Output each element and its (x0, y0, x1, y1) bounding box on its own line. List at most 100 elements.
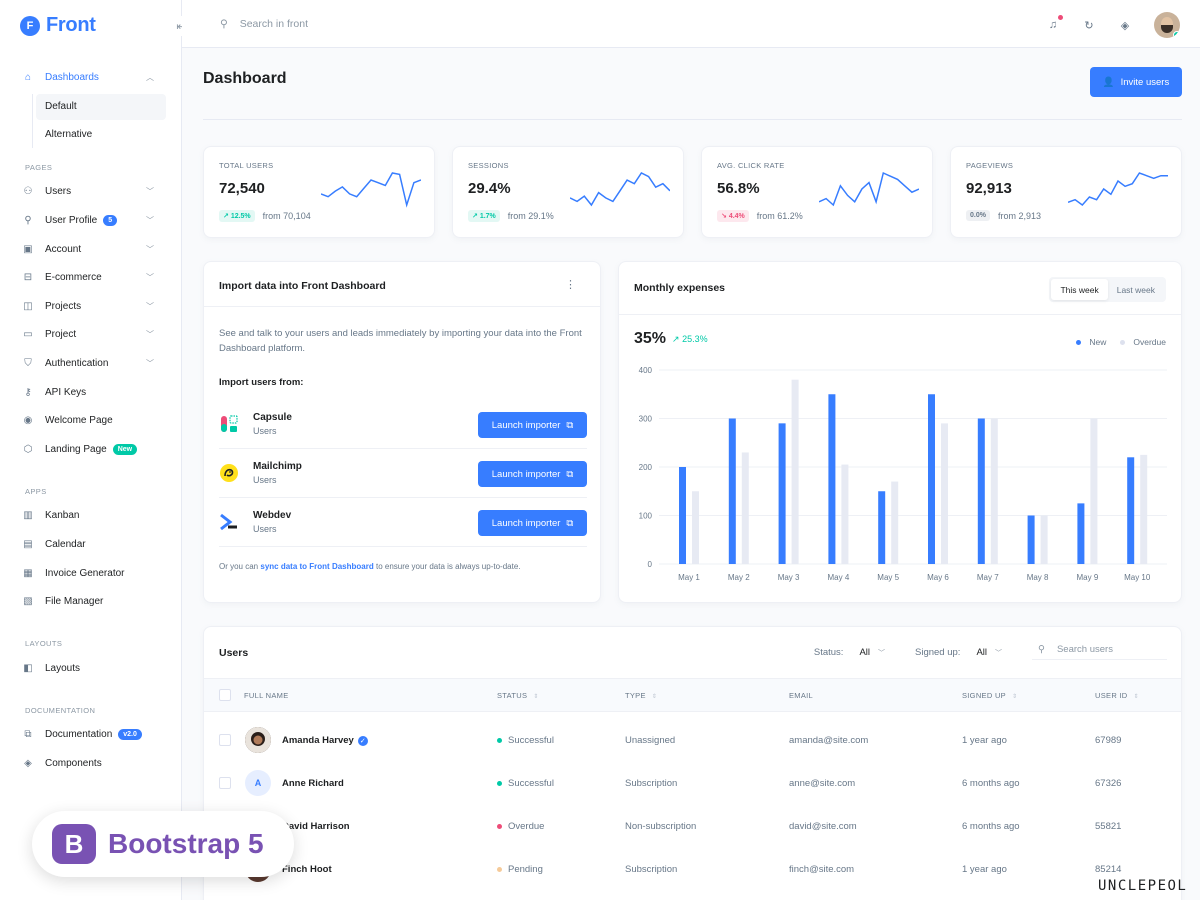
bar-new (977, 418, 985, 564)
tab-this-week[interactable]: This week (1051, 279, 1108, 300)
signed-cell: 6 months ago (962, 778, 1020, 789)
sync-data-link[interactable]: sync data to Front Dashboard (260, 562, 374, 571)
sidebar-item-user-profile[interactable]: ⚲ User Profile 5 ﹀ (0, 206, 182, 235)
column-header[interactable]: USER ID ⇕ (1095, 691, 1139, 700)
signed-cell: 1 year ago (962, 864, 1007, 875)
sidebar-item-welcome-page[interactable]: ◉ Welcome Page (0, 406, 182, 435)
sidebar-item-label: E-commerce (45, 272, 102, 284)
tab-last-week[interactable]: Last week (1116, 284, 1155, 295)
sidebar-item-documentation[interactable]: ⧉ Documentation v2.0 (0, 721, 182, 750)
sort-icon: ⇕ (651, 694, 658, 700)
sidebar-item-account[interactable]: ▣ Account ﹀ (0, 235, 182, 264)
shield-icon: ⛉ (24, 357, 32, 369)
front-logo-icon: F (20, 15, 40, 36)
sidebar-subitem-alternative[interactable]: Alternative (45, 129, 93, 141)
column-header[interactable]: FULL NAME (244, 691, 289, 700)
bar-new (679, 467, 686, 564)
sidebar-item-projects[interactable]: ◫ Projects ﹀ (0, 292, 182, 321)
importer-name: Mailchimp (253, 461, 302, 472)
sidebar-item-authentication[interactable]: ⛉ Authentication ﹀ (0, 349, 182, 378)
sidebar-item-label: Users (45, 186, 72, 198)
signed-filter-select[interactable]: All ﹀ (976, 646, 1002, 658)
brand-logo[interactable]: F Front (20, 14, 96, 37)
sidebar-item-users[interactable]: ⚇ Users ﹀ (0, 178, 182, 207)
expenses-title: Monthly expenses (634, 282, 726, 294)
launch-importer-button[interactable]: Launch importer ⧉ (478, 510, 587, 536)
capsule-logo-icon (219, 414, 239, 434)
divider (203, 119, 1182, 120)
sidebar-item-landing-page[interactable]: ⬡ Landing Page New (0, 435, 182, 464)
sidebar-item-label: Calendar (45, 538, 86, 550)
stat-from: from 70,104 (262, 211, 311, 221)
status-cell: Successful (497, 735, 554, 746)
chart-legend: New Overdue (1076, 337, 1166, 347)
row-checkbox[interactable] (219, 777, 231, 789)
sidebar-item-calendar[interactable]: ▤ Calendar (0, 530, 182, 559)
bar-overdue (891, 481, 899, 564)
type-cell: Subscription (625, 864, 678, 875)
sidebar-item-file-manager[interactable]: ▧ File Manager (0, 587, 182, 616)
sidebar-item-kanban[interactable]: ▥ Kanban (0, 502, 182, 531)
column-header[interactable]: EMAIL (789, 691, 814, 700)
more-vertical-icon[interactable]: ⋮ (565, 279, 576, 291)
column-header[interactable]: TYPE ⇕ (625, 691, 658, 700)
sidebar-item-invoice-generator[interactable]: ▦ Invoice Generator (0, 559, 182, 588)
sidebar-subitem-default[interactable]: Default (36, 93, 166, 120)
y-tick-label: 100 (639, 512, 653, 521)
import-card: Import data into Front Dashboard ⋮ See a… (203, 261, 601, 603)
user-name[interactable]: Amanda Harvey ✓ (282, 735, 368, 746)
sidebar-item-components[interactable]: ◈ Components (0, 749, 182, 778)
import-card-title: Import data into Front Dashboard (219, 280, 386, 292)
user-name[interactable]: David Harrison (282, 821, 350, 832)
table-row[interactable]: David Harrison Overdue Non-subscription … (204, 807, 1181, 850)
column-header[interactable]: STATUS ⇕ (497, 691, 539, 700)
import-row-capsule: Capsule Users Launch importer ⧉ (219, 400, 587, 449)
sparkline-series (570, 172, 670, 207)
header-search[interactable]: ⚲ Search in front (220, 18, 308, 30)
column-header[interactable]: SIGNED UP ⇕ (962, 691, 1018, 700)
sparkline-chart (321, 172, 421, 208)
status-filter-label: Status: (813, 646, 844, 658)
bar-new (878, 491, 886, 564)
table-row[interactable]: Finch Hoot Pending Subscription finch@si… (204, 850, 1181, 893)
user-name[interactable]: Anne Richard (282, 778, 344, 789)
dashboards-submenu: Default Alternative (32, 93, 182, 148)
sidebar-item-dashboards[interactable]: ⌂ Dashboards ︿ (0, 63, 182, 92)
row-checkbox[interactable] (219, 734, 231, 746)
stat-delta-badge: ↗ 12.5% (219, 210, 255, 222)
section-apps: APPS (25, 486, 47, 496)
table-row[interactable]: A Anne Richard Successful Subscription a… (204, 764, 1181, 807)
stat-value: 72,540 (219, 180, 265, 197)
user-name[interactable]: Finch Hoot (282, 864, 332, 875)
chevron-down-icon: ﹀ (146, 301, 154, 311)
stat-label: SESSIONS (468, 161, 509, 170)
launch-importer-button[interactable]: Launch importer ⧉ (478, 461, 587, 487)
stat-card-click-rate: AVG. CLICK RATE 56.8% ↘ 4.4% from 61.2% (701, 146, 933, 238)
sidebar-nav: ⌂ Dashboards ︿ Default Alternative PAGES… (0, 63, 182, 778)
apps-icon[interactable]: ◈ (1120, 19, 1130, 32)
sort-icon: ⇕ (1133, 694, 1139, 700)
stat-value: 56.8% (717, 180, 760, 197)
mailchimp-logo-icon (219, 463, 239, 483)
x-tick-label: May 7 (977, 573, 999, 582)
bell-icon[interactable]: ♫ (1046, 15, 1063, 32)
users-search[interactable]: ⚲ Search users (1032, 644, 1167, 660)
sidebar-item-layouts[interactable]: ◧ Layouts (0, 654, 182, 683)
bar-new (1127, 457, 1135, 564)
refresh-icon[interactable]: ↻ (1084, 19, 1094, 32)
status-filter-select[interactable]: All ﹀ (859, 646, 885, 658)
verified-icon: ✓ (357, 735, 368, 746)
sidebar-item-project[interactable]: ▭ Project ﹀ (0, 321, 182, 350)
select-all-checkbox[interactable] (219, 689, 231, 701)
sidebar-item-api-keys[interactable]: ⚷ API Keys (0, 378, 182, 407)
expenses-delta: ↗ 25.3% (672, 334, 708, 344)
signed-cell: 6 months ago (962, 821, 1020, 832)
invite-users-button[interactable]: 👤 Invite users (1090, 67, 1182, 97)
sidebar-item-ecommerce[interactable]: ⊟ E-commerce ﹀ (0, 263, 182, 292)
table-row[interactable]: Amanda Harvey ✓ Successful Unassigned ama… (204, 721, 1181, 764)
user-avatar[interactable] (1154, 12, 1180, 38)
search-input[interactable]: Search in front (239, 18, 308, 30)
y-tick-label: 300 (639, 415, 653, 424)
launch-importer-button[interactable]: Launch importer ⧉ (478, 412, 587, 438)
id-cell: 85214 (1095, 864, 1122, 875)
